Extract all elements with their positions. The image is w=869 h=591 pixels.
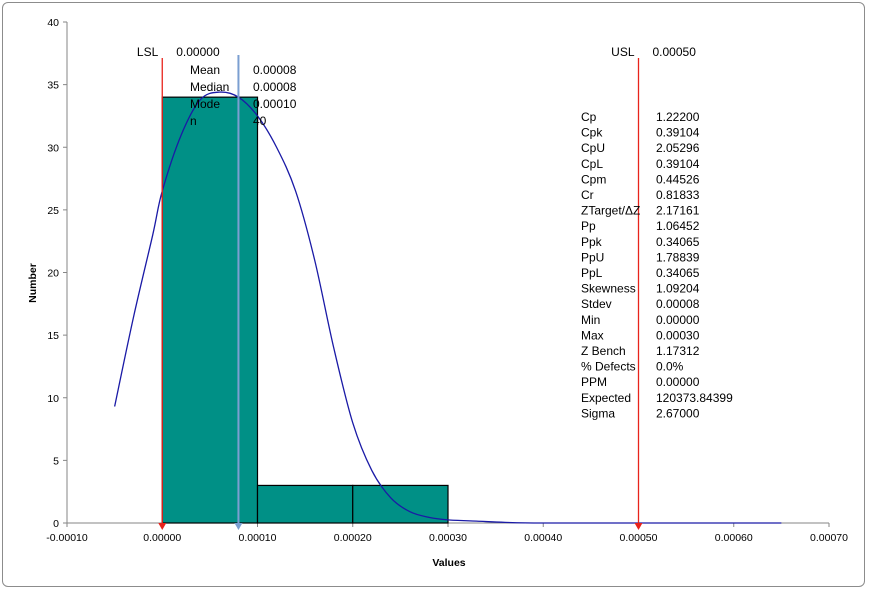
x-axis-title: Values (432, 557, 465, 569)
y-axis-title: Number (27, 263, 39, 303)
stat-value: 0.39104 (656, 126, 700, 140)
usl-arrow-icon (634, 523, 643, 530)
histogram-bar (256, 484, 354, 524)
stat-label: Stdev (581, 297, 612, 311)
usl-label: USL (611, 45, 635, 59)
y-tick-label: 20 (47, 268, 59, 280)
stat-value: 1.09204 (656, 282, 700, 296)
x-tick-label: 0.00010 (239, 532, 277, 544)
stat-value: 0.34065 (656, 266, 700, 280)
stat-value: 0.39104 (656, 157, 700, 171)
stat-label: PpU (581, 250, 604, 264)
stat-value: 0.34065 (656, 235, 700, 249)
y-tick-label: 5 (53, 455, 59, 467)
summary-label: Mean (190, 63, 220, 77)
histogram-bar (161, 96, 259, 524)
summary-label: Median (190, 80, 229, 94)
histogram-bar (352, 484, 449, 524)
stat-label: Pp (581, 219, 596, 233)
stat-label: ZTarget/ΔZ (581, 204, 640, 218)
stat-value: 0.00008 (656, 297, 700, 311)
y-tick-label: 40 (47, 17, 59, 29)
stat-value: 1.17312 (656, 344, 700, 358)
mean-arrow-icon (234, 523, 243, 530)
stat-label: Expected (581, 391, 631, 405)
stat-value: 1.22200 (656, 110, 700, 124)
stat-value: 0.00030 (656, 328, 700, 342)
y-tick-label: 10 (47, 393, 59, 405)
stat-label: Sigma (581, 406, 615, 420)
stat-label: Skewness (581, 282, 636, 296)
stat-value: 2.67000 (656, 406, 700, 420)
summary-value: 0.00008 (253, 63, 297, 77)
stat-label: CpL (581, 157, 603, 171)
stat-label: Cpm (581, 172, 606, 186)
usl-value: 0.00050 (653, 45, 697, 59)
x-tick-label: 0.00030 (429, 532, 467, 544)
x-tick-label: 0.00040 (524, 532, 562, 544)
stat-value: 2.05296 (656, 141, 700, 155)
stat-label: Z Bench (581, 344, 626, 358)
stat-value: 0.00000 (656, 313, 700, 327)
stat-label: CpU (581, 141, 605, 155)
x-tick-label: 0.00020 (334, 532, 372, 544)
summary-value: 0.00008 (253, 80, 297, 94)
stat-value: 1.78839 (656, 250, 700, 264)
stat-label: Min (581, 313, 600, 327)
x-tick-label: 0.00070 (810, 532, 848, 544)
stat-value: 1.06452 (656, 219, 700, 233)
stat-value: 0.0% (656, 360, 684, 374)
y-tick-label: 30 (47, 142, 59, 154)
density-curve-group (113, 91, 782, 524)
x-tick-label: -0.00010 (46, 532, 88, 544)
stat-value: 0.81833 (656, 188, 700, 202)
summary-label: n (190, 114, 197, 128)
spec-markers: LSL 0.00000 USL 0.00050 (137, 45, 696, 530)
y-tick-label: 15 (47, 330, 59, 342)
lsl-label: LSL (137, 45, 159, 59)
density-curve (113, 91, 782, 524)
x-tick-label: 0.00000 (143, 532, 181, 544)
annotations: Mean 0.00008 Median 0.00008 Mode 0.00010 n 40 Cp… (190, 63, 733, 420)
stat-label: Cr (581, 188, 594, 202)
stat-label: Cp (581, 110, 597, 124)
stat-value: 0.00000 (656, 375, 700, 389)
y-tick-label: 0 (53, 518, 59, 530)
stat-label: PpL (581, 266, 603, 280)
lsl-arrow-icon (158, 523, 167, 530)
summary-value: 40 (253, 114, 267, 128)
histogram-bars (161, 96, 449, 524)
stat-value: 120373.84399 (656, 391, 733, 405)
summary-value: 0.00010 (253, 97, 297, 111)
stat-label: Ppk (581, 235, 603, 249)
y-tick-label: 25 (47, 205, 59, 217)
stat-value: 0.44526 (656, 172, 700, 186)
stat-label: Cpk (581, 126, 603, 140)
lsl-value: 0.00000 (176, 45, 220, 59)
stat-label: Max (581, 328, 604, 342)
x-tick-label: 0.00060 (715, 532, 753, 544)
stat-label: % Defects (581, 360, 636, 374)
x-tick-label: 0.00050 (620, 532, 658, 544)
stat-label: PPM (581, 375, 607, 389)
stat-value: 2.17161 (656, 204, 700, 218)
y-tick-label: 35 (47, 80, 59, 92)
summary-label: Mode (190, 97, 220, 111)
